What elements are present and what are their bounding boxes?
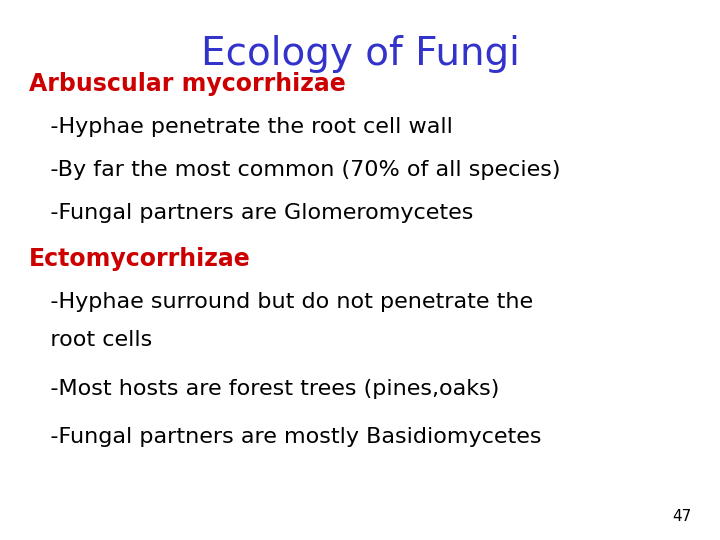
- Text: root cells: root cells: [29, 330, 152, 350]
- Text: -By far the most common (70% of all species): -By far the most common (70% of all spec…: [29, 160, 560, 180]
- Text: -Fungal partners are Glomeromycetes: -Fungal partners are Glomeromycetes: [29, 203, 473, 224]
- Text: -Hyphae penetrate the root cell wall: -Hyphae penetrate the root cell wall: [29, 117, 453, 137]
- Text: 47: 47: [672, 509, 691, 524]
- Text: Arbuscular mycorrhizae: Arbuscular mycorrhizae: [29, 72, 346, 96]
- Text: Ectomycorrhizae: Ectomycorrhizae: [29, 247, 251, 271]
- Text: -Fungal partners are mostly Basidiomycetes: -Fungal partners are mostly Basidiomycet…: [29, 427, 541, 448]
- Text: -Hyphae surround but do not penetrate the: -Hyphae surround but do not penetrate th…: [29, 292, 533, 313]
- Text: Ecology of Fungi: Ecology of Fungi: [201, 35, 519, 73]
- Text: -Most hosts are forest trees (pines,oaks): -Most hosts are forest trees (pines,oaks…: [29, 379, 499, 399]
